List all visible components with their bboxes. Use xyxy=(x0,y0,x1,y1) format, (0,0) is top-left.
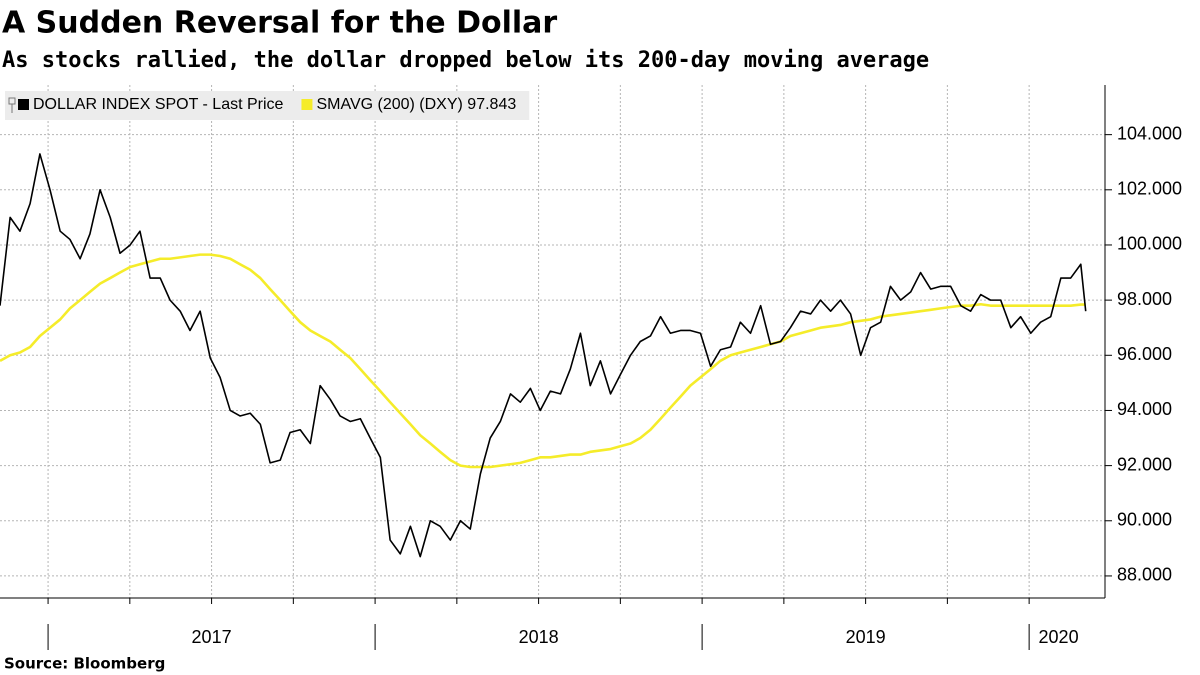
legend-label: SMAVG (200) (DXY) 97.843 xyxy=(316,96,516,113)
legend-swatch xyxy=(301,99,313,110)
series-line xyxy=(0,253,1086,469)
plot xyxy=(0,153,1087,558)
y-tick-label: 88.000 xyxy=(1117,565,1172,585)
x-tick-label: 2020 xyxy=(1039,627,1079,647)
legend-swatch xyxy=(18,99,29,110)
chart-subtitle: As stocks rallied, the dollar dropped be… xyxy=(2,48,929,73)
source: Source: Bloomberg xyxy=(4,655,165,673)
series-line xyxy=(0,153,1087,558)
axes: 88.000 90.000 92.000 94.000 96.000 98.000 100.… xyxy=(0,85,1182,650)
legend-label: DOLLAR INDEX SPOT - Last Price xyxy=(33,96,284,113)
legend: DOLLAR INDEX SPOT - Last Price SMAVG (200… xyxy=(5,91,530,120)
y-tick-label: 96.000 xyxy=(1117,344,1172,364)
y-tick-label: 90.000 xyxy=(1117,510,1172,530)
x-tick-label: 2017 xyxy=(192,627,232,647)
y-tick-label: 102.000 xyxy=(1117,179,1182,199)
x-tick-label: 2019 xyxy=(846,627,886,647)
x-tick-label: 2018 xyxy=(519,627,559,647)
y-tick-label: 94.000 xyxy=(1117,399,1172,419)
y-tick-label: 98.000 xyxy=(1117,289,1172,309)
y-tick-label: 104.000 xyxy=(1117,123,1182,143)
legend-box xyxy=(5,91,530,120)
y-tick-label: 100.000 xyxy=(1117,234,1182,254)
grid xyxy=(0,85,1105,598)
y-tick-label: 92.000 xyxy=(1117,454,1172,474)
chart-title: A Sudden Reversal for the Dollar xyxy=(2,6,557,41)
